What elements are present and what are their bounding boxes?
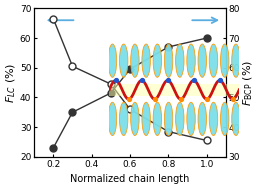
Ellipse shape [119,44,128,77]
Ellipse shape [153,44,161,77]
Ellipse shape [119,102,128,136]
Ellipse shape [164,102,173,136]
Ellipse shape [176,102,184,136]
Ellipse shape [187,102,195,136]
Ellipse shape [232,44,240,77]
Ellipse shape [198,44,206,77]
Ellipse shape [220,44,229,77]
Y-axis label: $F_{LC}$ (%): $F_{LC}$ (%) [5,62,18,103]
Ellipse shape [220,102,229,136]
Ellipse shape [176,44,184,77]
Ellipse shape [187,44,195,77]
Ellipse shape [108,44,117,77]
Ellipse shape [164,44,173,77]
Ellipse shape [142,102,150,136]
Ellipse shape [209,102,218,136]
Bar [109,84,239,96]
Ellipse shape [108,102,117,136]
Y-axis label: $F_{\mathrm{BCP}}$ (%): $F_{\mathrm{BCP}}$ (%) [242,60,255,106]
Ellipse shape [232,102,240,136]
X-axis label: Normalized chain length: Normalized chain length [70,174,190,184]
Ellipse shape [131,44,139,77]
Ellipse shape [209,44,218,77]
Ellipse shape [131,102,139,136]
Ellipse shape [142,44,150,77]
Ellipse shape [153,102,161,136]
Ellipse shape [198,102,206,136]
